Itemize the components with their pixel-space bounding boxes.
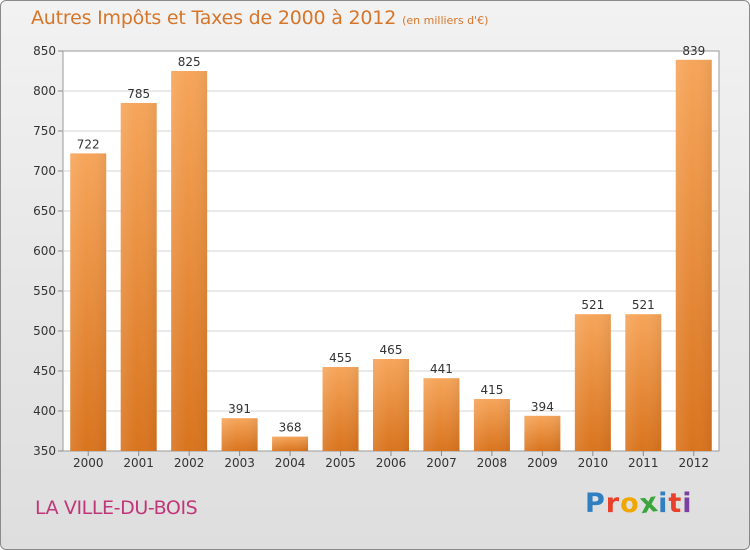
bar-shine [322,367,359,451]
bar-shine [675,59,712,452]
y-tick-label: 550 [33,284,56,298]
bar-shine [524,415,561,451]
bar-value-label: 415 [480,383,503,397]
logo-letter: x [637,486,661,521]
bar-value-label: 521 [632,298,655,312]
y-tick-label: 750 [33,124,56,138]
bar-value-label: 465 [380,343,403,357]
y-tick-label: 850 [33,44,56,58]
bar-value-label: 521 [581,298,604,312]
bar-shine [120,103,157,451]
bar-shine [373,359,409,451]
bar-value-label: 394 [531,400,554,414]
bars: 722 785 825 391 368 455 465 441 415 394 521 521 839 [70,44,712,452]
y-tick-label: 800 [33,84,56,98]
bar-value-label: 785 [127,87,150,101]
bar-shine [221,418,258,451]
proxiti-logo: Proxiti [585,486,693,521]
logo-letter: i [682,488,693,519]
bar-value-label: 455 [329,351,352,365]
bar-shine [625,314,662,451]
x-tick-label: 2008 [477,456,508,470]
chart-title-text: Autres Impôts et Taxes de 2000 à 2012 [31,7,397,29]
chart-title: Autres Impôts et Taxes de 2000 à 2012 (en… [31,7,488,29]
bar-value-label: 839 [682,44,705,58]
x-tick-label: 2005 [325,456,356,470]
x-tick-label: 2007 [426,456,457,470]
y-tick-label: 700 [33,164,56,178]
bar-shine [272,436,309,451]
y-tick-label: 650 [33,204,56,218]
place-name: LA VILLE-DU-BOIS [35,497,198,519]
x-tick-label: 2011 [628,456,659,470]
x-axis: 2000 2001 2002 2003 2004 2005 2006 2007 2008 2009… [73,451,709,470]
x-tick-label: 2010 [578,456,609,470]
bar-shine [574,314,611,451]
bar-value-label: 368 [279,421,302,435]
y-tick-label: 500 [33,324,56,338]
y-tick-label: 600 [33,244,56,258]
bar-value-label: 722 [77,137,100,151]
y-tick-label: 450 [33,364,56,378]
y-tick-label: 400 [33,404,56,418]
x-tick-label: 2002 [174,456,205,470]
x-tick-label: 2004 [275,456,306,470]
y-tick-label: 350 [33,444,56,458]
logo-letter: P [585,488,606,519]
bar-shine [473,399,510,451]
x-tick-label: 2003 [224,456,255,470]
logo-letter: t [668,488,683,519]
x-tick-label: 2006 [376,456,407,470]
chart-subtitle: (en milliers d'€) [402,14,489,27]
bar-shine [423,378,460,451]
x-tick-label: 2012 [678,456,709,470]
logo-letter: r [605,488,621,519]
bar-value-label: 441 [430,362,453,376]
x-tick-label: 2001 [123,456,154,470]
bar-value-label: 391 [228,402,251,416]
x-tick-label: 2009 [527,456,558,470]
y-axis: 350 400 450 500 550 600 650 700 750 800 850 [33,44,63,458]
logo-letter: o [620,488,640,519]
bar-value-label: 825 [178,55,201,69]
bar-shine [171,71,208,451]
logo-letter: i [658,488,669,519]
x-tick-label: 2000 [73,456,104,470]
bar-shine [70,153,107,451]
